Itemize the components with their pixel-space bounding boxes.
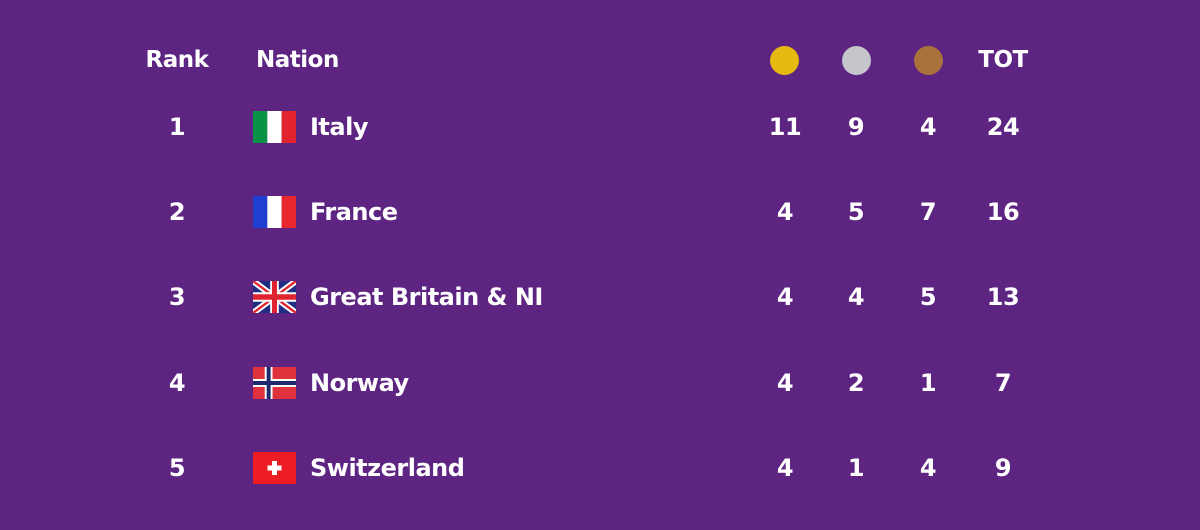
gold-count: 11: [768, 113, 802, 141]
bronze-count: 5: [919, 283, 937, 311]
rank-cell: 5: [168, 454, 186, 482]
nation-name: Great Britain & NI: [310, 283, 543, 311]
total-count: 13: [986, 283, 1020, 311]
silver-count: 1: [847, 454, 865, 482]
rank-header: Rank: [145, 47, 209, 73]
table-row: 2 France 4 5 7 16: [0, 182, 1200, 242]
table-row: 4 Norway 4 2 1 7: [0, 353, 1200, 413]
italy-flag-icon: [253, 111, 296, 143]
gold-medal-icon: [770, 46, 799, 75]
total-header: TOT: [978, 47, 1028, 73]
france-flag-icon: [253, 196, 296, 228]
total-count: 7: [994, 369, 1012, 397]
rank-cell: 3: [168, 283, 186, 311]
nation-header: Nation: [256, 47, 339, 73]
table-row: 1 Italy 11 9 4 24: [0, 97, 1200, 157]
great-britain-flag-icon: [253, 281, 296, 313]
nation-name: Italy: [310, 113, 368, 141]
bronze-count: 7: [919, 198, 937, 226]
bronze-count: 1: [919, 369, 937, 397]
gold-count: 4: [776, 454, 794, 482]
norway-flag-icon: [253, 367, 296, 399]
rank-cell: 4: [168, 369, 186, 397]
total-count: 24: [986, 113, 1020, 141]
switzerland-flag-icon: [253, 452, 296, 484]
silver-count: 5: [847, 198, 865, 226]
table-row: 5 Switzerland 4 1 4 9: [0, 438, 1200, 498]
table-header: Rank Nation TOT: [0, 30, 1200, 90]
rank-cell: 2: [168, 198, 186, 226]
total-count: 9: [994, 454, 1012, 482]
total-count: 16: [986, 198, 1020, 226]
bronze-count: 4: [919, 113, 937, 141]
nation-name: Switzerland: [310, 454, 465, 482]
silver-count: 2: [847, 369, 865, 397]
gold-count: 4: [776, 198, 794, 226]
silver-medal-icon: [842, 46, 871, 75]
bronze-medal-icon: [914, 46, 943, 75]
nation-name: France: [310, 198, 398, 226]
gold-count: 4: [776, 283, 794, 311]
nation-name: Norway: [310, 369, 409, 397]
silver-count: 4: [847, 283, 865, 311]
silver-count: 9: [847, 113, 865, 141]
rank-cell: 1: [168, 113, 186, 141]
bronze-count: 4: [919, 454, 937, 482]
table-row: 3 Great Britain & NI 4 4 5 13: [0, 267, 1200, 327]
gold-count: 4: [776, 369, 794, 397]
